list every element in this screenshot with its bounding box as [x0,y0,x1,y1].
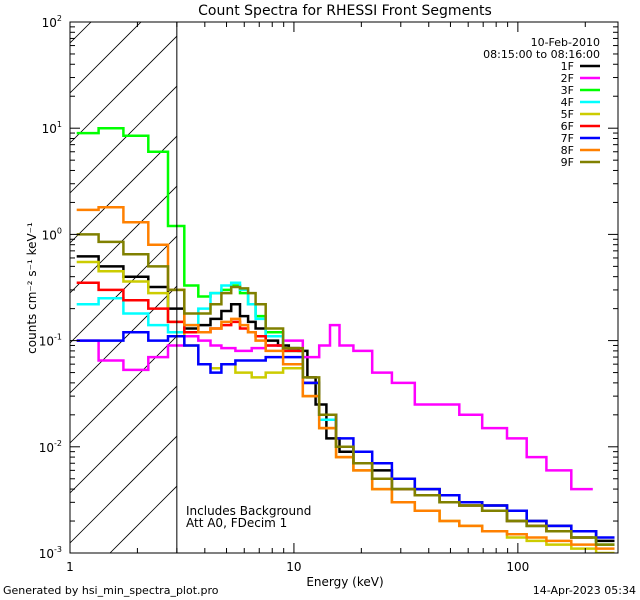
legend-label-9F: 9F [561,156,574,169]
y-axis-label: counts cm⁻² s⁻¹ keV⁻¹ [25,222,39,354]
axis-ticks [69,21,618,554]
hatch-line [70,135,177,244]
y-tick-label: 101 [42,120,62,136]
hatch-line [70,35,177,144]
legend-label-2F: 2F [561,72,574,85]
y-tick-label: 10-2 [39,439,62,455]
time-range-label: 08:15:00 to 08:16:00 [483,48,600,61]
y-tick-label: 10-1 [39,333,62,349]
hatch-line [70,22,142,94]
x-tick-labels: 1 10 100 [66,560,529,574]
legend-label-6F: 6F [561,120,574,133]
plot-frame [69,21,619,554]
series-layer [76,126,615,553]
timestamp-label: 14-Apr-2023 05:34 [533,584,636,597]
hatch-line [70,385,177,494]
legend-label-5F: 5F [561,108,574,121]
y-tick-labels: 10-3 10-2 10-1 100 101 102 [39,14,62,561]
legend-label-1F: 1F [561,60,574,73]
chart-title: Count Spectra for RHESSI Front Segments [198,3,492,19]
date-label: 10-Feb-2010 [531,36,600,49]
legend-label-3F: 3F [561,84,574,97]
hatch-line [70,435,177,544]
legend-label-4F: 4F [561,96,574,109]
y-tick-label: 102 [42,14,62,30]
x-tick-label: 100 [506,560,529,574]
hatch-line [109,485,177,553]
series-8F-line [76,206,615,550]
legend-label-7F: 7F [561,132,574,145]
legend-label-8F: 8F [561,144,574,157]
generated-by-label: Generated by hsi_min_spectra_plot.pro [3,584,219,597]
annotation-attenuator: Att A0, FDecim 1 [186,516,287,530]
annotation-background: Includes Background [186,504,311,518]
y-tick-label: 10-3 [39,545,62,561]
x-tick-label: 1 [66,560,74,574]
x-axis-label: Energy (keV) [306,575,383,589]
series-9F-line [76,233,615,546]
y-tick-label: 100 [42,226,62,242]
x-tick-label: 10 [286,560,301,574]
hatch-line [70,22,92,44]
